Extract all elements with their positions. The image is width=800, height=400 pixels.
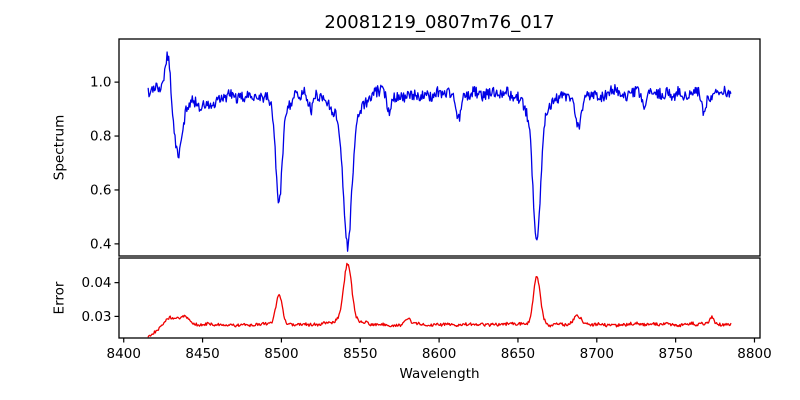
x-tick-label: 8500 (264, 346, 298, 362)
x-tick-label: 8750 (658, 346, 692, 362)
plot-content: 0.4 0.6 0.8 1.0 0.03 0.04 8400 8450 8500 8550 8600… (81, 38, 772, 362)
y-axis-label-error: Error (52, 281, 68, 314)
x-tick-label: 8650 (501, 346, 535, 362)
spectrum-curve (147, 51, 732, 252)
spectrum-y-tick-label: 0.6 (90, 183, 111, 199)
chart-title: 20081219_0807m76_017 (324, 12, 554, 33)
spectrum-y-tick-label: 0.4 (90, 236, 111, 252)
y-axis-label-spectrum: Spectrum (52, 115, 68, 180)
spectrum-y-tick-label: 1.0 (90, 75, 111, 91)
x-tick-label: 8600 (422, 346, 456, 362)
error-curve (147, 262, 732, 338)
error-y-tick-label: 0.04 (81, 275, 111, 291)
x-tick-label: 8400 (107, 346, 141, 362)
spectrum-panel-border (118, 38, 761, 257)
x-tick-label: 8800 (737, 346, 771, 362)
error-y-tick-label: 0.03 (81, 309, 111, 325)
x-tick-label: 8700 (580, 346, 614, 362)
x-tick-label: 8550 (343, 346, 377, 362)
x-tick-label: 8450 (185, 346, 219, 362)
error-panel-border (118, 257, 761, 339)
x-axis-label: Wavelength (399, 366, 479, 382)
spectrum-y-tick-label: 0.8 (90, 129, 111, 145)
